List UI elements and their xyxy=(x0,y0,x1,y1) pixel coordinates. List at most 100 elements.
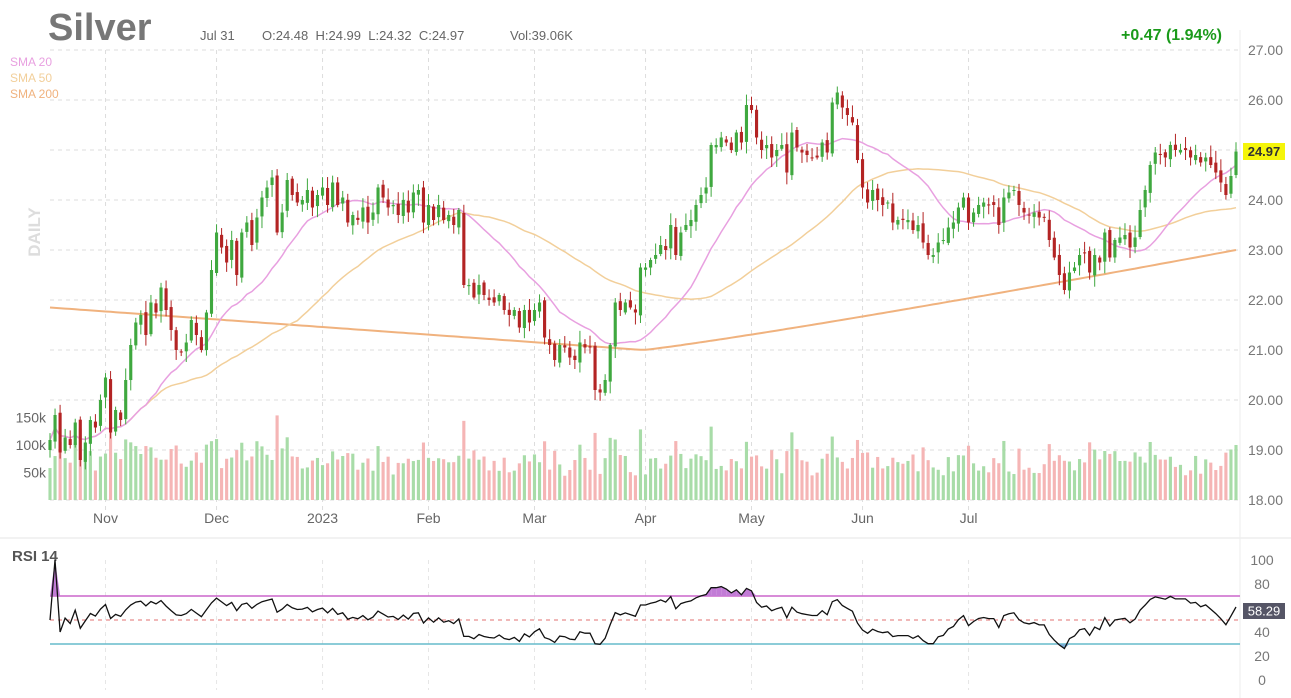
candle-body xyxy=(669,225,673,249)
volume-bar xyxy=(300,468,304,500)
candle-body xyxy=(245,222,249,232)
volume-bar xyxy=(553,450,557,500)
volume-bar xyxy=(119,459,123,500)
volume-bar xyxy=(326,463,330,500)
candle-body xyxy=(48,440,52,450)
candle-body xyxy=(760,139,764,150)
candles xyxy=(48,86,1238,470)
candle-body xyxy=(623,302,627,313)
volume-bar xyxy=(613,439,617,500)
candle-body xyxy=(1224,184,1228,195)
volume-bar xyxy=(805,461,809,500)
volume-bar xyxy=(1057,455,1061,500)
volume-bar xyxy=(537,462,542,500)
candle-body xyxy=(649,260,653,268)
legend-sma200: SMA 200 xyxy=(10,87,59,101)
volume-bar xyxy=(492,460,496,500)
rsi-overbought-fill xyxy=(716,586,722,596)
candle-body xyxy=(699,195,703,204)
candle-body xyxy=(972,212,976,223)
volume-bar xyxy=(285,437,289,500)
candle-body xyxy=(1077,255,1082,266)
candle-body xyxy=(1128,232,1132,248)
volume-tick-label: 50k xyxy=(23,465,47,481)
volume-bar xyxy=(1012,474,1016,500)
volume-bar xyxy=(396,462,400,500)
volume-bar xyxy=(1123,460,1127,500)
volume-bar xyxy=(53,456,57,500)
volume-bar xyxy=(583,457,587,500)
candle-body xyxy=(608,345,612,382)
volume-bar xyxy=(108,422,113,500)
candle-body xyxy=(139,315,143,325)
volume-bar xyxy=(1194,455,1198,500)
volume-bar xyxy=(341,456,345,500)
candle-body xyxy=(1022,207,1026,213)
volume-bar xyxy=(497,470,501,500)
volume-bar xyxy=(1224,452,1228,500)
volume-bar xyxy=(1077,459,1082,500)
volume-bar xyxy=(416,459,420,500)
candle-body xyxy=(275,175,279,233)
candle-body xyxy=(431,206,436,220)
volume-bar xyxy=(906,460,910,500)
ohlc-date: Jul 31 xyxy=(200,28,235,43)
candle-body xyxy=(876,188,880,200)
candle-body xyxy=(522,310,526,329)
volume-bar xyxy=(103,453,108,500)
candle-body xyxy=(1214,162,1218,173)
volume-bar xyxy=(431,460,436,500)
candle-body xyxy=(1083,252,1087,254)
candle-body xyxy=(694,205,698,222)
volume-bar xyxy=(598,473,602,500)
volume-bar xyxy=(63,458,67,500)
rsi-overbought-fill xyxy=(731,589,737,596)
volume-bar xyxy=(724,470,728,500)
candle-body xyxy=(866,189,870,203)
volume-bar xyxy=(608,437,612,500)
volume-bar xyxy=(1153,454,1157,500)
candle-body xyxy=(442,207,446,220)
candle-body xyxy=(457,210,461,228)
volume-bar xyxy=(517,463,521,500)
volume-bar xyxy=(992,458,996,500)
candle-body xyxy=(68,439,72,445)
candle-body xyxy=(1168,145,1172,160)
volume-bar xyxy=(1052,460,1056,500)
sma20-line xyxy=(49,137,1237,441)
volume-bar xyxy=(240,442,244,500)
candle-body xyxy=(124,380,128,420)
candle-body xyxy=(452,216,456,225)
volume-bar xyxy=(850,457,855,500)
candle-body xyxy=(855,125,860,160)
candle-body xyxy=(1032,212,1036,217)
volume-bar xyxy=(1118,461,1122,500)
volume-bar xyxy=(729,459,733,500)
volume-bar xyxy=(452,462,456,500)
volume-tick-label: 100k xyxy=(16,437,47,453)
candle-body xyxy=(103,377,108,398)
candle-body xyxy=(326,187,330,205)
volume-bar xyxy=(437,458,441,500)
legend-sma20: SMA 20 xyxy=(10,55,52,69)
volume-bar xyxy=(214,439,219,500)
volume-bar xyxy=(361,462,365,500)
volume-bar xyxy=(659,468,663,500)
volume-tick-label: 150k xyxy=(16,410,47,426)
volume-bar xyxy=(457,455,461,500)
volume-value: Vol:39.06K xyxy=(510,28,573,43)
candle-body xyxy=(421,187,426,223)
volume-bar xyxy=(830,436,834,500)
candle-body xyxy=(149,302,153,335)
volume-bar xyxy=(775,459,779,500)
candle-body xyxy=(502,296,506,310)
candle-body xyxy=(1047,219,1051,240)
candle-body xyxy=(805,150,809,155)
volume-bar xyxy=(532,454,537,500)
volume-bar xyxy=(1002,440,1006,500)
volume-bar xyxy=(426,457,431,500)
candle-body xyxy=(1143,190,1147,208)
candle-body xyxy=(734,132,738,152)
candle-body xyxy=(225,245,229,263)
candle-body xyxy=(290,178,294,195)
